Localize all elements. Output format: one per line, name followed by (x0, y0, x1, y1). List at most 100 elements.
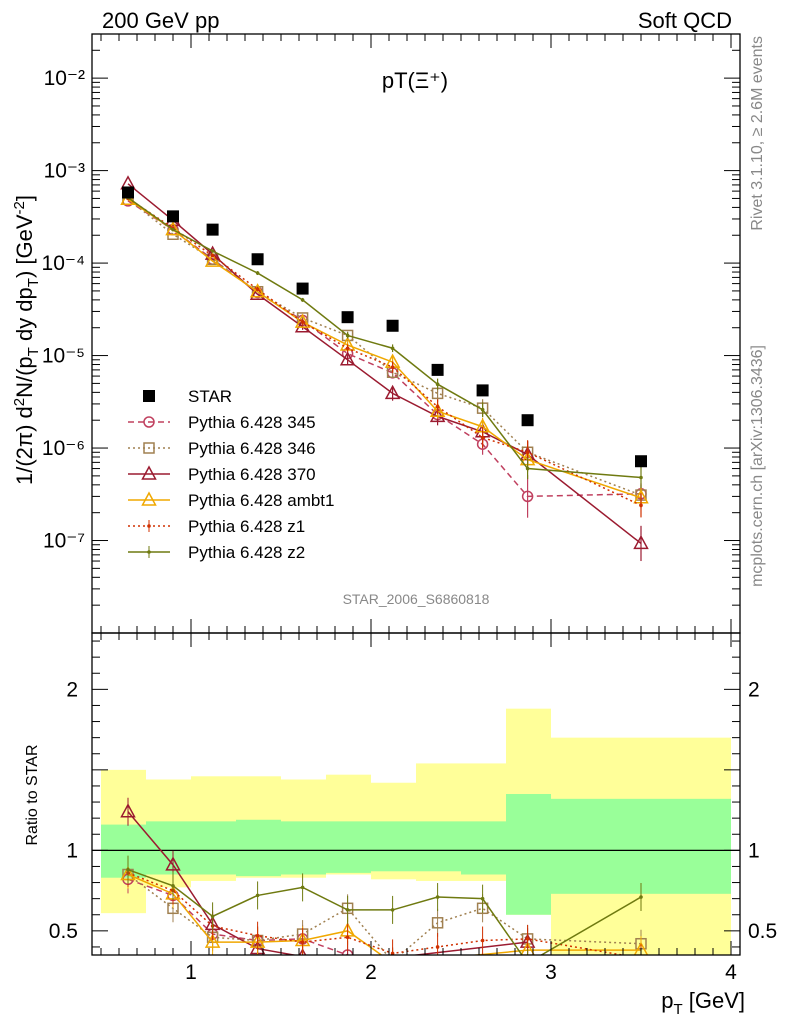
ratio-point-5 (639, 895, 643, 899)
main-plot-series (120, 175, 649, 562)
legend-label: Pythia 6.428 370 (188, 465, 316, 484)
series-point-2 (294, 318, 311, 333)
y-tick-label: 10⁻⁴ (42, 252, 85, 275)
band-green (461, 821, 506, 875)
y-tick-label: 10⁻² (44, 67, 85, 90)
legend-label: Pythia 6.428 z2 (188, 543, 305, 562)
mcplots-label: mcplots.cern.ch [arXiv:1306.3436] (749, 345, 766, 587)
series-line-1 (127, 198, 642, 496)
ratio-point-4 (435, 945, 440, 949)
series-point-4 (255, 287, 260, 292)
series-point-5 (435, 382, 440, 387)
legend-marker (141, 491, 157, 506)
ratio-point-4 (300, 940, 305, 944)
ratio-y-tick-label-right: 1 (748, 839, 760, 862)
ratio-point-1 (388, 956, 398, 966)
legend-marker (141, 465, 157, 480)
series-point-5 (210, 249, 215, 253)
star-data-point (341, 311, 354, 324)
series-point-2 (339, 351, 356, 366)
series-point-5 (390, 346, 395, 351)
series-point-4 (435, 404, 440, 409)
ratio-point-4 (345, 935, 350, 940)
ratio-line-4 (127, 872, 627, 955)
band-green (236, 819, 281, 877)
series-point-5 (525, 466, 530, 471)
ratio-y-tick-label: 0.5 (49, 920, 78, 943)
series-line-0 (127, 200, 642, 498)
star-data-point (122, 186, 134, 199)
star-data-point (431, 363, 444, 376)
ratio-point-5 (126, 867, 130, 872)
star-data-point (167, 210, 179, 223)
ratio-point-5 (171, 883, 175, 888)
ratio-point-3 (633, 941, 649, 955)
y-tick-label: 10⁻³ (44, 160, 85, 183)
band-green (551, 798, 731, 894)
ratio-y-tick-label-right: 0.5 (748, 920, 777, 943)
ratio-ylabel: Ratio to STAR (24, 744, 41, 845)
tick-labels: 1 2 3 4 10⁻⁷ 10⁻⁶ 10⁻⁵ 10⁻⁴ 10⁻³ 10⁻² 0.5 0.5 1 1 2 2 (42, 67, 778, 984)
band-green (506, 794, 551, 915)
y-tick-label: 10⁻⁵ (42, 345, 85, 368)
legend-label: STAR (188, 387, 232, 406)
plot-title: pT(Ξ⁺) (382, 68, 448, 93)
ratio-point-5 (435, 895, 440, 899)
header-right: Soft QCD (638, 8, 732, 33)
ratio-point-2 (120, 803, 136, 818)
star-data-point (386, 319, 399, 332)
ratio-point-4 (525, 937, 530, 941)
ratio-y-tick-label-right: 2 (748, 678, 760, 701)
ratio-point-3 (520, 941, 535, 955)
ratio-point-5 (345, 908, 350, 912)
star-data-point (635, 455, 647, 468)
x-tick-label: 4 (725, 961, 737, 984)
series-point-4 (210, 253, 215, 258)
axes (91, 33, 741, 956)
ratio-point-5 (390, 908, 395, 912)
series-point-4 (639, 503, 643, 508)
legend-marker (147, 550, 151, 554)
series-point-4 (300, 320, 305, 324)
series-point-2 (429, 407, 446, 423)
x-tick-label: 2 (365, 961, 377, 984)
ratio-y-tick-label: 1 (66, 839, 78, 862)
ratio-point-1 (431, 917, 444, 929)
tick-marks (92, 33, 740, 955)
star-data-point (296, 282, 309, 295)
ratio-point-5 (300, 885, 305, 890)
y-tick-label: 10⁻⁶ (42, 437, 85, 460)
ratio-frame (91, 632, 741, 956)
ratio-point-5 (480, 896, 485, 901)
ratio-point-4 (390, 951, 395, 955)
star-data-point (521, 414, 534, 427)
y-tick-label: 10⁻⁷ (43, 530, 85, 553)
band-green (281, 821, 326, 875)
main-ylabel: 1/(2π) d2N/(pT dy dpT) [GeV-2] (11, 195, 42, 485)
series-point-5 (480, 407, 485, 412)
series-line-4 (127, 197, 642, 507)
series-point-3 (165, 221, 181, 236)
watermark: STAR_2006_S6860818 (343, 591, 490, 607)
series-point-4 (390, 365, 395, 369)
legend-marker-star (143, 390, 155, 402)
legend-marker (147, 524, 151, 528)
ratio-point-3 (204, 933, 221, 948)
band-green (326, 821, 371, 873)
series-point-5 (255, 271, 260, 275)
ratio-point-4 (480, 938, 485, 943)
series-point-5 (345, 333, 350, 338)
ratio-point-5 (210, 914, 215, 919)
x-tick-label: 1 (185, 961, 197, 984)
star-data-point (476, 384, 489, 397)
ratio-uncertainty-bands (92, 708, 740, 955)
header-left: 200 GeV pp (102, 8, 219, 33)
star-data-point (251, 253, 264, 266)
series-point-4 (480, 435, 485, 440)
ratio-point-3 (392, 954, 393, 955)
series-point-5 (639, 475, 643, 480)
series-point-4 (525, 450, 530, 455)
series-point-1 (341, 329, 354, 342)
ratio-point-4 (639, 956, 643, 960)
